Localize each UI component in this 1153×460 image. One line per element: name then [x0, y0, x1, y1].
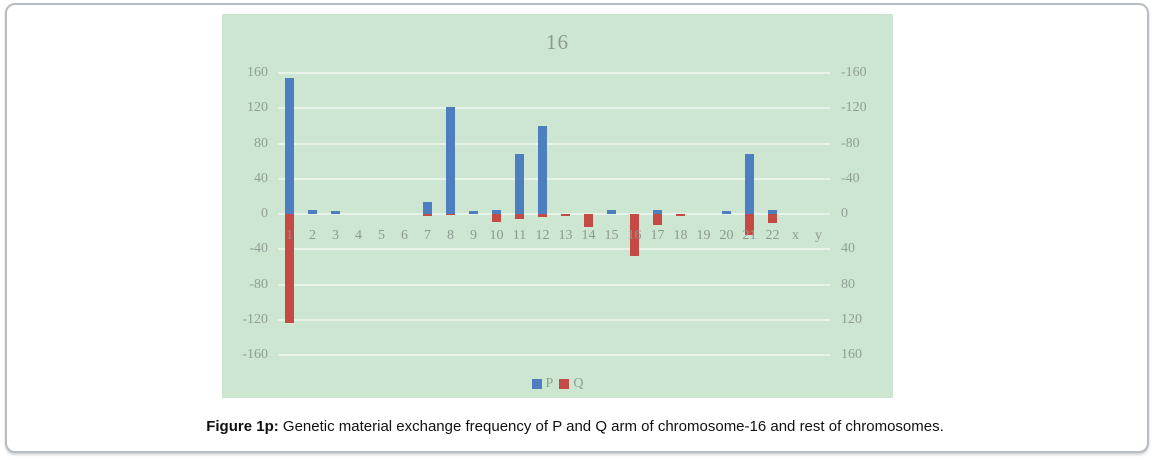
legend-label-q: Q: [573, 376, 584, 391]
left-axis-tick-label: 0: [261, 206, 268, 221]
x-axis-category-label: 1: [286, 228, 293, 243]
left-axis-tick-label: 160: [247, 65, 268, 80]
left-axis-tick-label: 40: [254, 170, 268, 186]
bar-p: [423, 201, 432, 214]
bar-q: [515, 214, 524, 220]
figure-caption-text: Genetic material exchange frequency of P…: [278, 418, 944, 435]
right-axis-tick-label: -40: [841, 170, 860, 186]
x-axis-category-label: x: [792, 228, 799, 243]
right-axis-tick-label: 160: [841, 347, 862, 362]
bar-q: [653, 214, 662, 225]
right-axis-tick-label: 0: [841, 206, 848, 221]
bar-p: [538, 125, 547, 214]
gridline: [278, 318, 830, 321]
left-axis-tick-label: 80: [254, 135, 268, 151]
bar-p: [308, 209, 317, 214]
x-axis-category-label: 15: [604, 228, 619, 243]
left-axis-tick-label: 120: [247, 100, 268, 116]
bar-q: [745, 214, 754, 236]
bar-q: [285, 214, 294, 324]
right-axis-tick-label: -160: [841, 65, 867, 80]
x-axis-category-label: y: [815, 228, 822, 243]
x-axis-category-label: 14: [581, 228, 596, 243]
bar-q: [630, 214, 639, 257]
x-axis-category-label: 10: [489, 228, 504, 243]
left-axis-tick-label: -160: [242, 347, 268, 362]
x-axis-category-label: 11: [512, 228, 527, 243]
right-axis-tick-label: 40: [841, 241, 855, 257]
gridline: [278, 72, 830, 74]
bar-p: [768, 210, 777, 214]
x-axis-category-label: 20: [719, 228, 734, 243]
bar-p: [653, 209, 662, 214]
x-axis-category-label: 9: [470, 228, 477, 243]
right-axis-tick-label: -80: [841, 135, 860, 151]
gridline: [278, 107, 830, 110]
bar-q: [492, 214, 501, 222]
legend-item-q: Q: [559, 376, 583, 392]
x-axis-category-label: 21: [742, 228, 757, 243]
gridline: [278, 177, 830, 180]
bar-q: [584, 214, 593, 228]
x-axis-category-label: 8: [447, 228, 454, 243]
bar-p: [469, 211, 478, 214]
figure-caption: Figure 1p: Genetic material exchange fre…: [5, 418, 1145, 435]
x-axis-category-label: 5: [378, 228, 385, 243]
legend-swatch-p: [531, 379, 542, 389]
gridline: [278, 283, 830, 286]
x-axis-category-label: 16: [627, 228, 642, 243]
figure-caption-label: Figure 1p:: [206, 418, 279, 435]
legend-item-p: P: [531, 376, 554, 392]
left-axis-tick-label: -80: [249, 276, 268, 292]
x-axis-category-label: 6: [401, 228, 408, 243]
bar-q: [538, 214, 547, 217]
bar-q: [676, 214, 685, 216]
gridline: [278, 142, 830, 145]
right-axis-tick-label: 80: [841, 276, 855, 292]
bar-p: [446, 107, 455, 214]
gridline: [278, 354, 830, 356]
bar-p: [722, 211, 731, 214]
right-axis-tick-label: -120: [841, 100, 867, 116]
x-axis-category-label: 2: [309, 228, 316, 243]
x-axis-category-label: 17: [650, 228, 665, 243]
bar-p: [331, 211, 340, 214]
bar-p: [607, 210, 616, 214]
bar-q: [561, 214, 570, 216]
bar-p: [515, 154, 524, 214]
legend-swatch-q: [559, 379, 570, 389]
bar-p: [285, 78, 294, 214]
bar-p: [492, 209, 501, 214]
x-axis-category-label: 22: [765, 228, 780, 243]
chart-title: 16: [546, 30, 569, 54]
bar-q: [768, 214, 777, 223]
bar-p: [745, 154, 754, 214]
x-axis-category-label: 18: [673, 228, 688, 243]
x-axis-category-label: 3: [332, 228, 339, 243]
gridline: [278, 248, 830, 251]
x-axis-category-label: 12: [535, 228, 550, 243]
legend-label-p: P: [545, 376, 554, 391]
bar-q: [446, 214, 455, 215]
left-axis-tick-label: -40: [249, 241, 268, 257]
bar-q: [423, 214, 432, 216]
x-axis-category-label: 4: [355, 228, 362, 243]
left-axis-tick-label: -120: [242, 311, 268, 327]
gridline: [278, 213, 830, 215]
x-axis-category-label: 7: [424, 228, 431, 243]
x-axis-category-label: 19: [696, 228, 711, 243]
right-axis-tick-label: 120: [841, 311, 862, 327]
x-axis-category-label: 13: [558, 228, 573, 243]
